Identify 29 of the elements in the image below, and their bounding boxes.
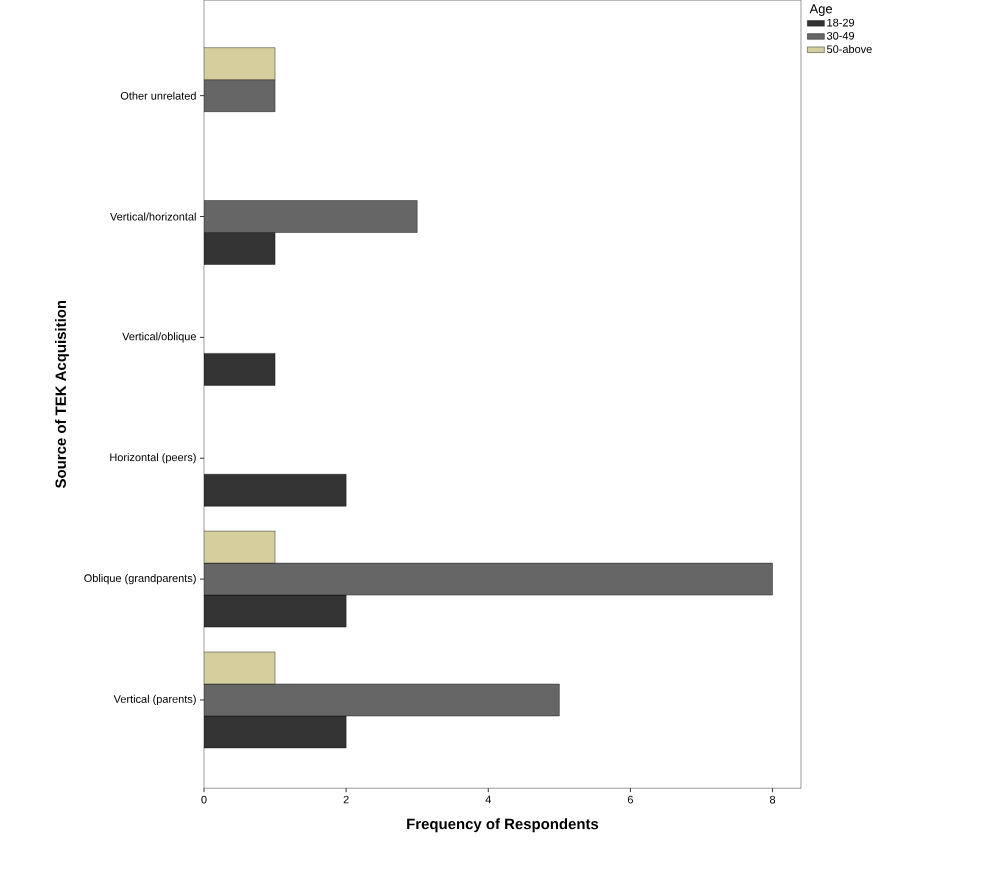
- x-tick-label: 6: [627, 795, 633, 804]
- x-tick-label: 8: [769, 795, 776, 804]
- bar: [203, 232, 276, 265]
- bar: [203, 715, 347, 749]
- bar: [203, 563, 773, 596]
- x-axis-title: Frequency of Respondents: [407, 818, 599, 833]
- bar: [203, 595, 347, 628]
- bar: [203, 200, 418, 233]
- y-tick-label: Oblique (grandparents): [84, 574, 196, 585]
- y-tick-label: Other unrelated: [120, 91, 196, 100]
- y-tick-label: Horizontal (peers): [110, 453, 196, 464]
- x-tick-label: 0: [201, 795, 207, 804]
- y-axis-title: Source of TEK Acquisition: [55, 300, 69, 489]
- bar: [203, 47, 276, 80]
- bar: [203, 474, 347, 507]
- bar: [203, 79, 276, 112]
- x-tick-label: 4: [485, 795, 491, 804]
- legend-label: 50-above: [827, 45, 872, 54]
- bar: [203, 353, 276, 386]
- bar: [203, 531, 276, 564]
- legend-label: 30-49: [826, 32, 855, 40]
- legend-label: 18-29: [827, 18, 855, 27]
- y-tick-label: Vertical/oblique: [122, 332, 196, 343]
- bar: [203, 651, 276, 685]
- y-tick-label: Vertical/horizontal: [110, 212, 196, 221]
- x-tick-label: 2: [343, 795, 349, 804]
- legend-title: Age: [809, 4, 833, 17]
- y-tick-label: Vertical (parents): [113, 694, 196, 706]
- bar: [203, 683, 560, 717]
